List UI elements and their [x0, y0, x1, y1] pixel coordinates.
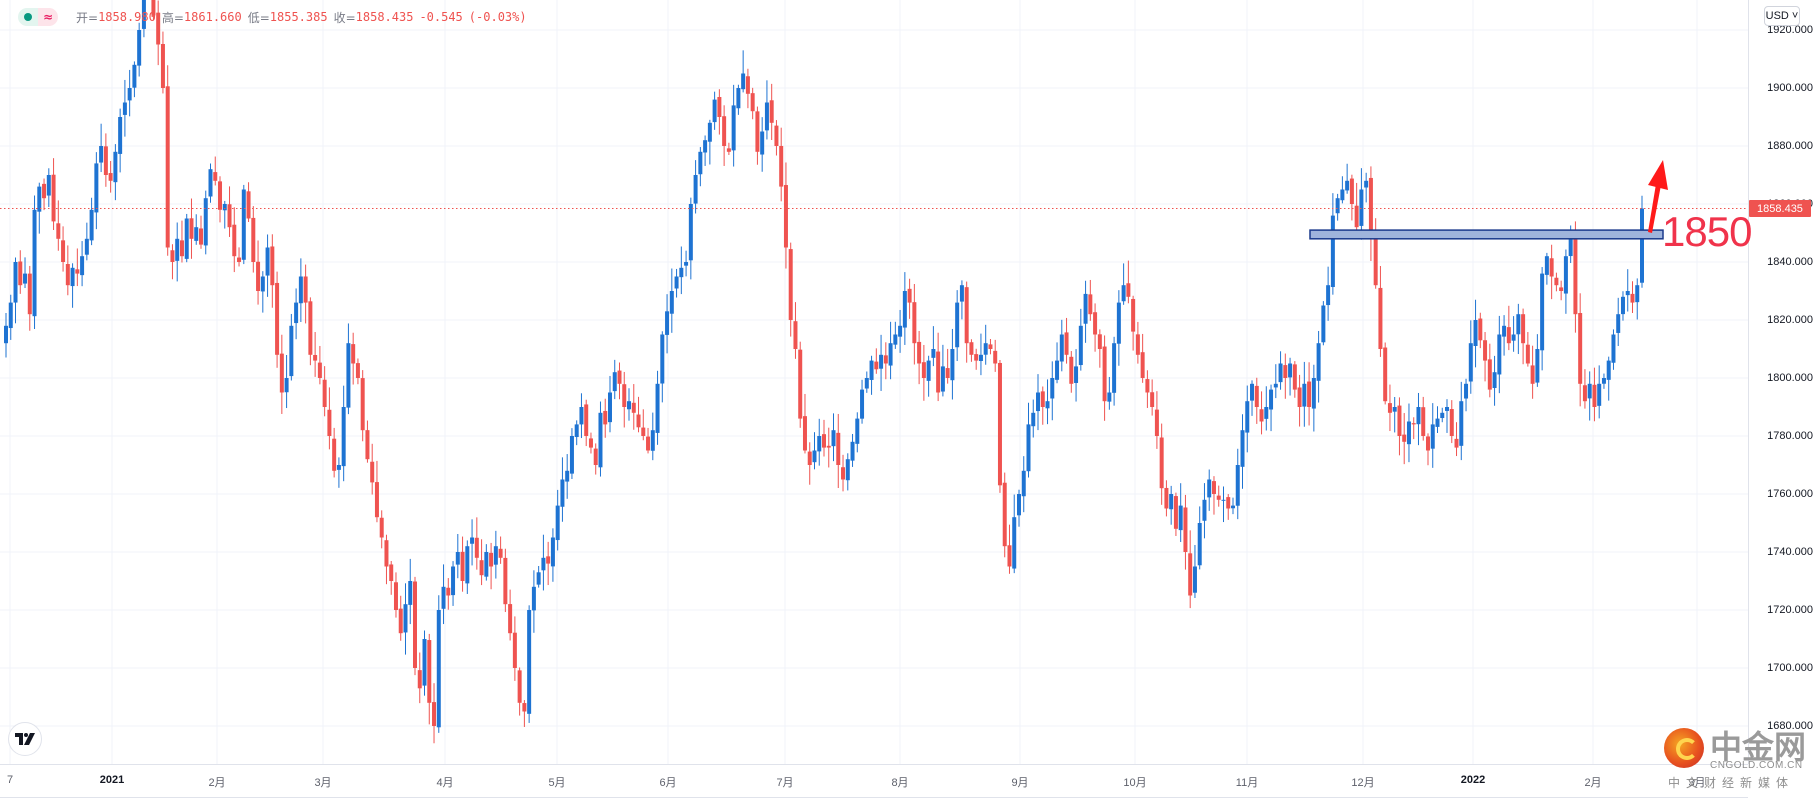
currency-selector-button[interactable]: USD ˅ [1764, 6, 1800, 26]
time-axis[interactable]: 7 2021 2月 3月 4月 5月 6月 7月 8月 9月 10月 11月 12月 2022 2月 3月 [0, 764, 1748, 798]
time-tick-label: 11月 [1235, 777, 1259, 789]
high-value: 1861.660 [183, 10, 242, 24]
time-tick-label: 4月 [436, 777, 454, 789]
price-tick-label: 1680.000 [1767, 720, 1813, 732]
close-key: 收= [333, 10, 356, 25]
annotation-1850-label: 1850 [1662, 208, 1752, 255]
price-tick-label: 1840.000 [1767, 256, 1813, 268]
low-key: 低= [247, 10, 270, 25]
support-zone-rectangle[interactable] [1309, 229, 1664, 240]
time-tick-label: 7 [6, 774, 14, 786]
price-tick-label: 1780.000 [1767, 430, 1813, 442]
time-tick-label: 8月 [891, 777, 909, 789]
time-tick-label: 7月 [776, 777, 794, 789]
ohlc-legend: ≈ 开= 1858.980 高= 1861.660 低= 1855.385 收=… [18, 8, 533, 26]
time-tick-label: 3月 [1688, 777, 1706, 789]
time-tick-label: 2021 [99, 774, 125, 786]
time-tick-label: 2022 [1460, 774, 1486, 786]
time-tick-label: 2月 [1584, 777, 1602, 789]
time-tick-label: 10月 [1123, 777, 1147, 789]
last-price-label: 1858.435 [1749, 200, 1811, 218]
candlestick-chart[interactable] [0, 0, 1748, 764]
tradingview-logo-icon[interactable] [8, 722, 42, 756]
price-tick-label: 1900.000 [1767, 82, 1813, 94]
price-tick-label: 1740.000 [1767, 546, 1813, 558]
price-tick-label: 1800.000 [1767, 372, 1813, 384]
change-value: -0.545 [419, 10, 463, 24]
time-tick-label: 5月 [548, 777, 566, 789]
market-open-dot-icon [24, 13, 32, 21]
price-tick-label: 1760.000 [1767, 488, 1813, 500]
change-percent: (-0.03%) [468, 10, 527, 24]
price-tick-label: 1700.000 [1767, 662, 1813, 674]
tv-logo-glyph-icon [15, 733, 35, 745]
candles [4, 0, 1644, 744]
time-tick-label: 9月 [1011, 777, 1029, 789]
up-arrow-icon[interactable] [1648, 160, 1668, 233]
time-tick-label: 3月 [314, 777, 332, 789]
time-tick-label: 6月 [659, 777, 677, 789]
high-key: 高= [161, 10, 184, 25]
plot-area[interactable] [0, 0, 1748, 764]
price-axis[interactable]: 1920.0001900.0001880.0001860.0001840.000… [1748, 0, 1818, 764]
time-tick-label: 2月 [208, 777, 226, 789]
low-value: 1855.385 [269, 10, 328, 24]
open-value: 1858.980 [98, 10, 156, 24]
close-value: 1858.435 [355, 10, 414, 24]
price-tick-label: 1920.000 [1767, 24, 1813, 36]
price-tick-label: 1720.000 [1767, 604, 1813, 616]
wave-icon: ≈ [38, 8, 58, 26]
price-tick-label: 1880.000 [1767, 140, 1813, 152]
open-key: 开= [76, 10, 99, 25]
time-tick-label: 12月 [1351, 777, 1375, 789]
symbol-status-badge[interactable]: ≈ [18, 8, 58, 26]
price-tick-label: 1820.000 [1767, 314, 1813, 326]
